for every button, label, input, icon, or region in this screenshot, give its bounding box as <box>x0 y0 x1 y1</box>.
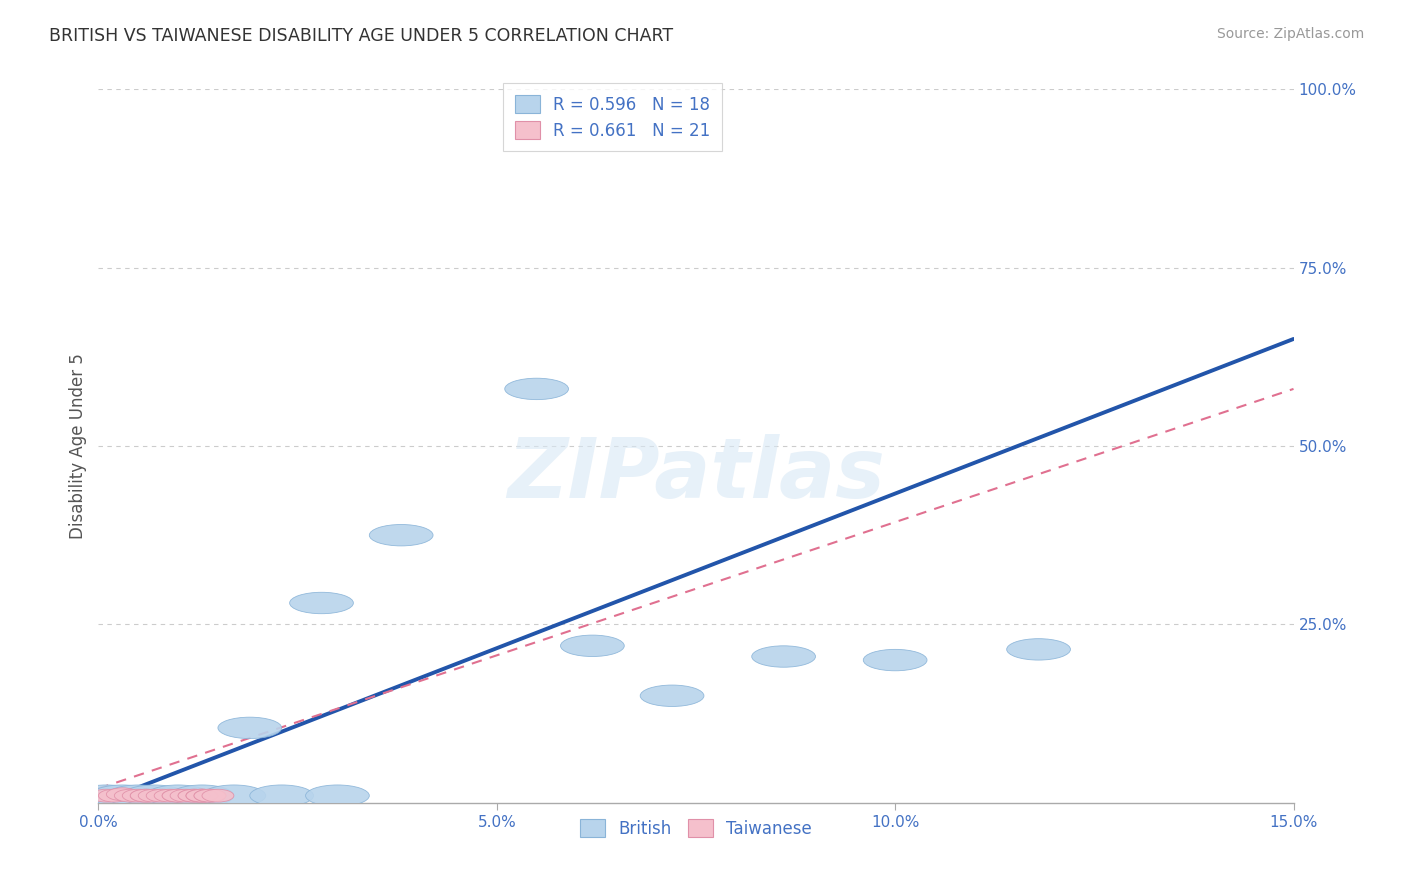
Ellipse shape <box>250 785 314 806</box>
Ellipse shape <box>107 785 170 806</box>
Ellipse shape <box>186 789 218 802</box>
Ellipse shape <box>122 789 155 802</box>
Ellipse shape <box>186 789 218 802</box>
Ellipse shape <box>75 785 138 806</box>
Ellipse shape <box>202 785 266 806</box>
Text: ZIPatlas: ZIPatlas <box>508 434 884 515</box>
Ellipse shape <box>90 785 155 806</box>
Ellipse shape <box>752 646 815 667</box>
Ellipse shape <box>131 789 162 802</box>
Ellipse shape <box>290 592 353 614</box>
Ellipse shape <box>131 789 162 802</box>
Text: BRITISH VS TAIWANESE DISABILITY AGE UNDER 5 CORRELATION CHART: BRITISH VS TAIWANESE DISABILITY AGE UNDE… <box>49 27 673 45</box>
Ellipse shape <box>170 789 202 802</box>
Ellipse shape <box>170 785 233 806</box>
Ellipse shape <box>155 789 186 802</box>
Ellipse shape <box>98 789 131 802</box>
Ellipse shape <box>370 524 433 546</box>
Ellipse shape <box>505 378 568 400</box>
Ellipse shape <box>107 788 138 801</box>
Ellipse shape <box>640 685 704 706</box>
Ellipse shape <box>162 789 194 802</box>
Ellipse shape <box>863 649 927 671</box>
Ellipse shape <box>179 789 209 802</box>
Ellipse shape <box>561 635 624 657</box>
Y-axis label: Disability Age Under 5: Disability Age Under 5 <box>69 353 87 539</box>
Ellipse shape <box>1007 639 1070 660</box>
Legend: British, Taiwanese: British, Taiwanese <box>574 813 818 845</box>
Ellipse shape <box>194 789 226 802</box>
Ellipse shape <box>138 789 170 802</box>
Ellipse shape <box>90 789 122 802</box>
Ellipse shape <box>162 789 194 802</box>
Ellipse shape <box>114 789 146 802</box>
Ellipse shape <box>305 785 370 806</box>
Text: Source: ZipAtlas.com: Source: ZipAtlas.com <box>1216 27 1364 41</box>
Ellipse shape <box>218 717 281 739</box>
Ellipse shape <box>122 785 186 806</box>
Ellipse shape <box>146 785 209 806</box>
Ellipse shape <box>146 789 179 802</box>
Ellipse shape <box>186 789 218 802</box>
Ellipse shape <box>179 789 209 802</box>
Ellipse shape <box>194 789 226 802</box>
Ellipse shape <box>202 789 233 802</box>
